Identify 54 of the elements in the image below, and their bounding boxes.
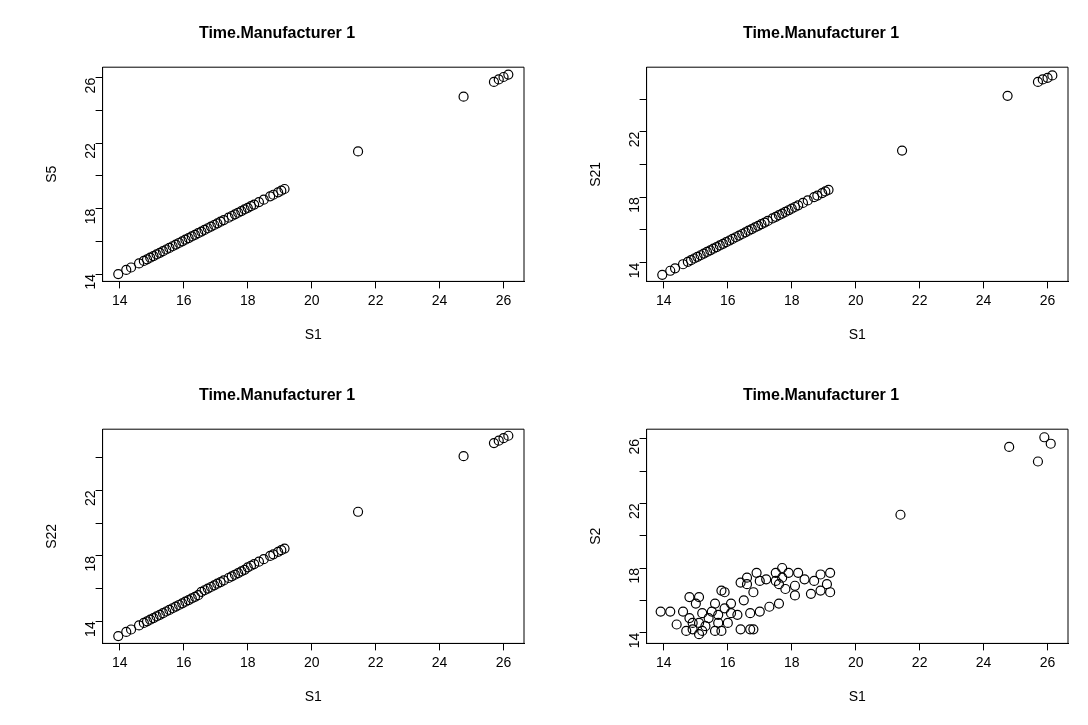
x-tick-label: 20: [303, 653, 320, 670]
x-axis-title: S1: [304, 688, 323, 705]
y-tick-label: 14: [82, 621, 99, 637]
y-tick-label: 14: [82, 273, 99, 290]
y-axis-title: S22: [43, 523, 60, 549]
x-tick-label: 14: [656, 653, 672, 670]
y-axis-title: S2: [587, 527, 604, 545]
x-tick-label: 24: [431, 291, 448, 308]
x-tick-label: 22: [911, 291, 928, 308]
x-tick-label: 22: [911, 653, 928, 670]
x-tick-label: 14: [112, 653, 128, 670]
x-tick-label: 16: [176, 653, 192, 670]
x-tick-label: 20: [303, 291, 320, 308]
x-tick-label: 24: [431, 653, 448, 670]
chart-title: Time.Manufacturer 1: [742, 24, 900, 42]
y-tick-label: 14: [626, 632, 643, 649]
x-tick-label: 26: [1039, 653, 1056, 670]
chart-title: Time.Manufacturer 1: [198, 386, 356, 404]
y-tick-label: 18: [82, 555, 99, 572]
y-axis-title: S5: [43, 165, 60, 183]
y-tick-label: 22: [82, 143, 99, 159]
x-tick-label: 14: [656, 291, 672, 308]
x-axis-title: S1: [848, 688, 867, 705]
chart-title: Time.Manufacturer 1: [742, 386, 900, 404]
x-tick-label: 22: [367, 653, 384, 670]
y-axis-title: S21: [587, 161, 604, 187]
x-tick-label: 18: [783, 653, 800, 670]
y-tick-label: 22: [626, 503, 643, 520]
x-tick-label: 26: [1039, 291, 1056, 308]
x-tick-label: 20: [847, 291, 864, 308]
x-tick-label: 26: [495, 653, 512, 670]
y-tick-label: 26: [82, 77, 99, 94]
y-tick-label: 22: [626, 131, 643, 148]
chart-title: Time.Manufacturer 1: [198, 24, 356, 42]
x-tick-label: 16: [720, 291, 736, 308]
x-tick-label: 20: [847, 653, 864, 670]
x-axis-title: S1: [304, 326, 323, 343]
x-tick-label: 18: [783, 291, 800, 308]
x-tick-label: 22: [367, 291, 384, 308]
y-tick-label: 26: [626, 438, 643, 455]
x-tick-label: 16: [720, 653, 736, 670]
x-tick-label: 18: [239, 653, 256, 670]
y-tick-label: 18: [626, 567, 643, 584]
x-tick-label: 14: [112, 291, 128, 308]
x-axis-title: S1: [848, 326, 867, 343]
y-tick-label: 22: [82, 490, 99, 507]
y-tick-label: 18: [626, 196, 643, 213]
x-tick-label: 18: [239, 291, 256, 308]
y-tick-label: 18: [82, 208, 99, 225]
x-tick-label: 24: [975, 291, 992, 308]
x-tick-label: 16: [176, 291, 192, 308]
y-tick-label: 14: [626, 262, 643, 279]
x-tick-label: 24: [975, 653, 992, 670]
x-tick-label: 26: [495, 291, 512, 308]
